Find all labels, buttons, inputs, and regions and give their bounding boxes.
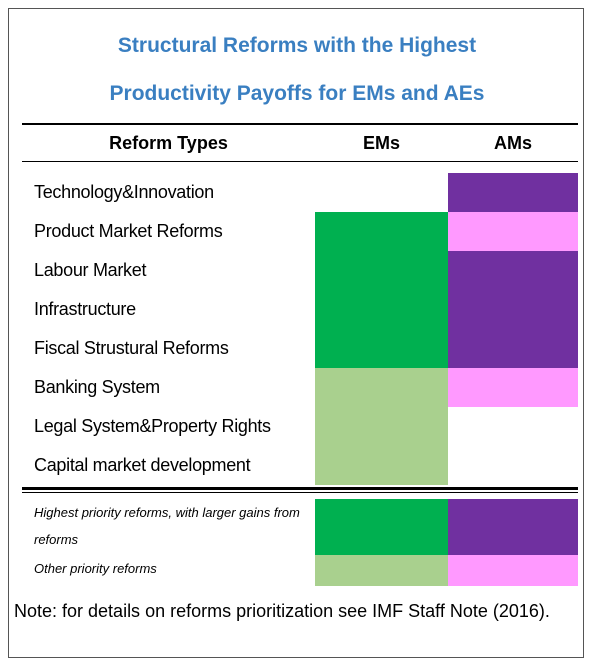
row-label: Capital market development — [34, 455, 251, 475]
cell-fill — [315, 446, 448, 485]
cell-fill — [315, 251, 448, 290]
row-label: Technology&Innovation — [34, 182, 214, 202]
legend-fill — [315, 555, 448, 586]
header-cell: AMs — [493, 133, 532, 153]
row-label: Product Market Reforms — [34, 221, 223, 241]
rule — [22, 123, 578, 125]
cell-fill — [315, 329, 448, 368]
cell-fill — [448, 329, 578, 368]
rule — [22, 492, 578, 493]
cell-fill — [448, 173, 578, 212]
title-line: Structural Reforms with the Highest — [117, 34, 477, 57]
row-label: Labour Market — [34, 260, 147, 280]
legend-fill — [315, 499, 448, 555]
cell-fill — [448, 290, 578, 329]
rule — [22, 161, 578, 162]
title-line: Productivity Payoffs for EMs and AEs — [109, 82, 485, 105]
legend-label: Highest priority reforms, with larger ga… — [34, 505, 300, 547]
cell-fill — [448, 212, 578, 251]
row-label: Infrastructure — [34, 299, 136, 319]
cell-fill — [448, 251, 578, 290]
legend-label: Other priority reforms — [34, 561, 157, 576]
cell-fill — [315, 212, 448, 251]
row-label: Legal System&Property Rights — [34, 416, 271, 436]
note: Note: for details on reforms prioritizat… — [14, 601, 550, 621]
row-label: Banking System — [34, 377, 160, 397]
header-cell: Reform Types — [109, 133, 228, 153]
rule — [22, 487, 578, 490]
cell-fill — [315, 407, 448, 446]
legend-fill — [448, 499, 578, 555]
row-label: Fiscal Strustural Reforms — [34, 338, 229, 358]
cell-fill — [448, 368, 578, 407]
frame — [8, 8, 584, 658]
cell-fill — [315, 290, 448, 329]
legend-fill — [448, 555, 578, 586]
cell-fill — [315, 368, 448, 407]
header-cell: EMs — [362, 133, 400, 153]
